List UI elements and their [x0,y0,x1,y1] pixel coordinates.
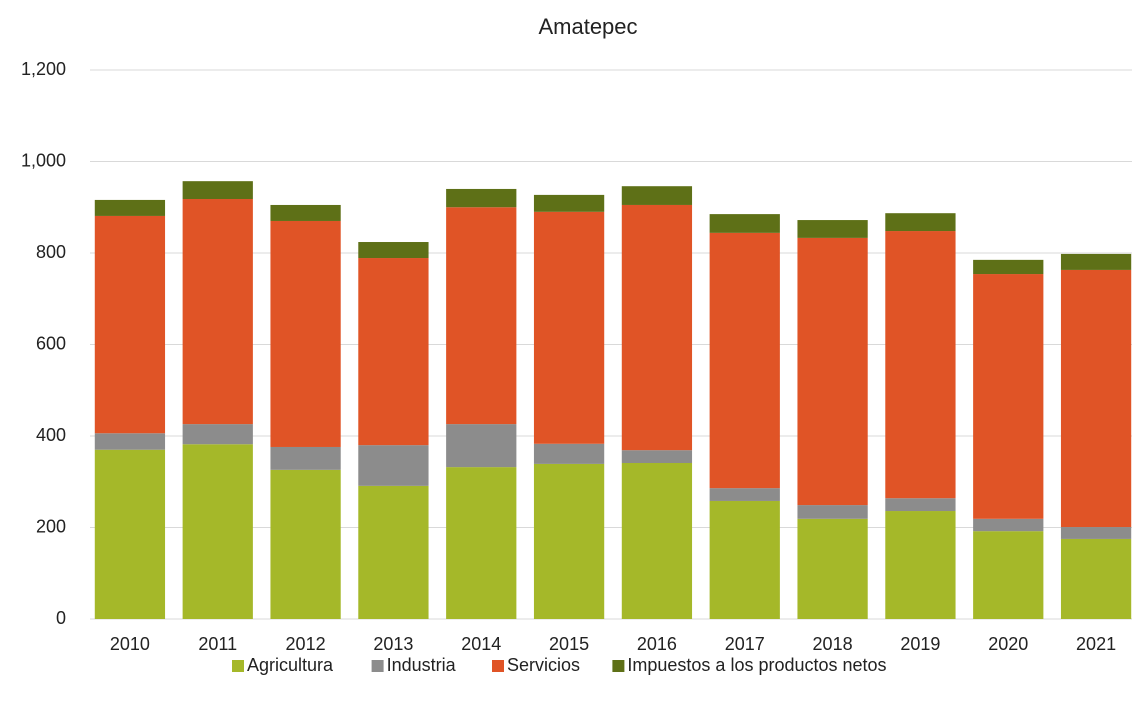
bar-segment [446,188,517,208]
legend-label: Industria [387,655,457,675]
x-tick-label: 2012 [286,634,326,654]
x-tick-label: 2016 [637,634,677,654]
x-tick-label: 2013 [373,634,413,654]
legend-label: Impuestos a los productos netos [627,655,886,675]
y-tick-label: 1,000 [21,150,66,170]
bar-segment [182,444,253,619]
bar-segment [621,450,693,463]
bar-segment [270,204,341,221]
bar-segment [533,443,605,464]
y-tick-label: 0 [56,608,66,628]
bar-segment [973,274,1044,519]
bar-segment [797,518,868,619]
bar-segment [709,500,780,619]
bar-segment [797,220,868,238]
bar-segment [358,445,429,486]
x-tick-label: 2014 [461,634,501,654]
legend-label: Servicios [507,655,580,675]
x-tick-label: 2018 [813,634,853,654]
bar-segment [533,463,605,619]
bar-segment [797,505,868,519]
x-tick-label: 2019 [900,634,940,654]
y-tick-label: 1,200 [21,59,66,79]
bar-segment [1060,253,1132,270]
legend-swatch [371,660,384,672]
bar-segment [973,518,1044,532]
bar-segment [358,258,429,446]
legend-swatch [492,660,504,672]
x-tick-label: 2011 [198,634,237,654]
bar-segment [446,207,517,425]
bar-segment [709,488,780,501]
bar-segment [94,449,166,619]
bar-segment [446,467,517,619]
bar-segment [270,220,341,447]
bar-segment [358,242,429,259]
bar-segment [885,498,956,512]
bar-segment [709,232,780,489]
x-tick-label: 2021 [1076,634,1116,654]
legend-swatch [232,660,244,672]
bar-segment [885,511,956,619]
x-tick-label: 2015 [549,634,589,654]
bar-segment [885,213,956,232]
bar-segment [621,186,693,205]
bar-segment [533,194,605,212]
bar-segment [1060,269,1132,528]
legend-swatch [612,660,625,672]
bar-segment [182,199,253,425]
bar-segment [270,469,341,619]
bar-segment [358,485,429,619]
bar-segment [94,215,166,434]
bar-segment [885,231,956,499]
x-tick-label: 2010 [110,634,150,654]
bar-segment [94,199,166,216]
y-tick-label: 200 [36,516,66,536]
bar-segment [182,181,253,200]
bar-segment [182,424,253,445]
y-tick-label: 400 [36,425,66,445]
y-tick-label: 600 [36,333,66,353]
bar-segment [973,531,1044,619]
bar-segment [446,424,517,468]
bar-segment [533,211,605,444]
bar-segment [621,462,693,619]
bar-segment [270,446,341,470]
bar-segment [709,214,780,233]
bar-segment [1060,527,1132,539]
bar-segment [1060,538,1132,619]
bar-segment [973,259,1044,275]
bar-segment [797,237,868,506]
bar-segment [94,433,166,450]
x-tick-label: 2020 [988,634,1028,654]
chart-title: Amatepec [538,14,637,39]
y-tick-label: 800 [36,242,66,262]
bar-segment [621,204,693,451]
legend-label: Agricultura [247,655,334,675]
x-tick-label: 2017 [725,634,765,654]
